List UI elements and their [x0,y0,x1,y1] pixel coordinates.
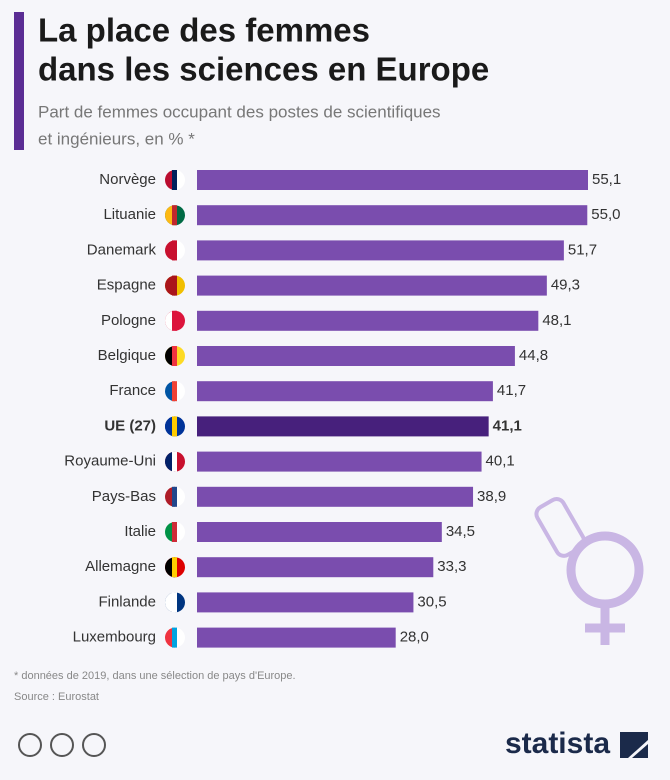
flag [172,240,177,260]
brand: statista [505,727,610,760]
value-label: 41,1 [493,417,522,434]
bar [197,487,473,507]
flag [172,276,177,296]
bar [197,452,482,472]
flag [172,487,177,507]
category-label: Royaume-Uni [64,453,156,470]
flag [172,592,177,612]
category-label: Norvège [99,171,156,188]
value-label: 34,5 [446,523,475,540]
category-label: Pays-Bas [92,488,156,505]
value-label: 38,9 [477,488,506,505]
brand-logo [620,732,648,758]
value-label: 51,7 [568,241,597,258]
value-label: 30,5 [417,593,446,610]
value-label: 41,7 [497,382,526,399]
bar [197,205,587,225]
flag [172,170,177,190]
value-label: 55,1 [592,171,621,188]
category-label: Danemark [87,241,157,258]
bar [197,276,547,296]
bar [197,346,515,366]
chart-title: La place des femmes [38,12,370,49]
flag [172,452,177,472]
value-label: 28,0 [400,629,429,646]
flag [172,381,177,401]
category-label: Belgique [98,347,156,364]
bar [197,240,564,260]
chart-subtitle: Part de femmes occupant des postes de sc… [38,102,441,121]
value-label: 33,3 [437,558,466,575]
value-label: 55,0 [591,206,620,223]
flag [172,311,177,331]
bar [197,557,433,577]
category-label: Pologne [101,312,156,329]
value-label: 49,3 [551,277,580,294]
category-label: UE (27) [104,417,156,434]
accent-bar [14,12,24,150]
footnote: * données de 2019, dans une sélection de… [14,670,296,682]
flag [172,346,177,366]
chart-title: dans les sciences en Europe [38,51,489,88]
category-label: Italie [124,523,156,540]
category-label: France [109,382,156,399]
bar [197,311,538,331]
category-label: Luxembourg [73,629,156,646]
category-label: Espagne [97,277,156,294]
source: Source : Eurostat [14,691,99,703]
bar [197,416,489,436]
flag [172,628,177,648]
value-label: 48,1 [542,312,571,329]
value-label: 40,1 [486,453,515,470]
category-label: Finlande [98,593,156,610]
bar [197,381,493,401]
flag [172,416,177,436]
chart: La place des femmes dans les sciences en… [0,0,670,780]
bar [197,170,588,190]
value-label: 44,8 [519,347,548,364]
flag [172,557,177,577]
decoration [534,496,639,645]
category-label: Lituanie [103,206,156,223]
chart-subtitle: et ingénieurs, en % * [38,129,195,148]
flag [172,522,177,542]
license-icons [19,734,105,756]
bar [197,522,442,542]
flag [172,205,177,225]
bar [197,628,396,648]
category-label: Allemagne [85,558,156,575]
bar [197,592,413,612]
